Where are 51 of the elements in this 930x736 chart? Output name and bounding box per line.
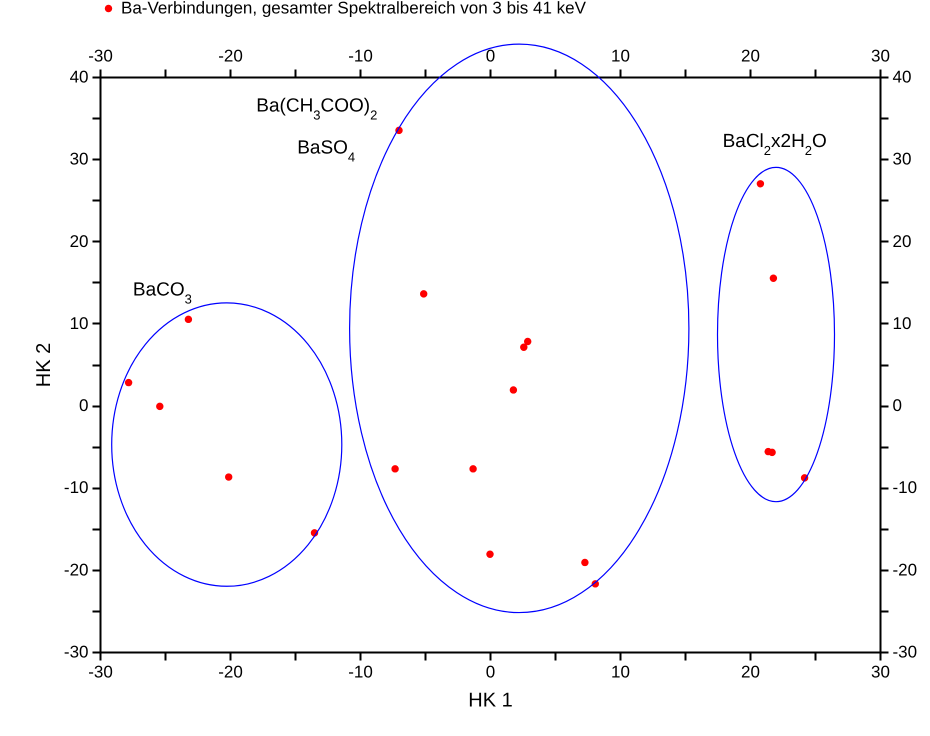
y-tick-label: -30 [64,642,88,662]
y-tick-label: -10 [64,478,88,498]
y2-tick-label: 10 [892,314,912,333]
x2-tick-label: -10 [348,46,373,66]
x2-tick-label: 0 [486,46,496,66]
y2-tick-label: 40 [892,68,912,86]
x2-tick-label: -20 [218,46,243,66]
point [469,465,477,473]
point [520,344,528,351]
point [510,386,518,394]
y-axis-title: HK 2 [32,342,55,388]
point [124,378,132,386]
x2-tick-label: -30 [88,46,113,66]
x-axis-title: HK 1 [468,690,513,712]
point [184,316,192,324]
annotation: BaSO$_{4}$ [297,137,356,164]
y-tick-label: 40 [70,68,88,86]
point [156,402,164,410]
legend-label: Ba-Verbindungen, gesamter Spektralbereich von 3 bis 41 keV [121,0,587,18]
y2-tick-label: -20 [892,560,918,580]
x-tick-label: -30 [88,662,113,682]
point [581,558,589,566]
y-tick-label: 10 [70,314,88,333]
y-tick-label: -20 [64,560,88,580]
x2-tick-label: 10 [611,46,630,66]
y-tick-label: 0 [79,396,88,416]
annotation: Ba(CH$_{3}$COO)$_{2}$ [256,96,378,122]
point [756,180,764,188]
y2-tick-label: -30 [892,642,918,662]
annotation: BaCO$_{3}$ [132,280,192,306]
x-tick-label: 30 [871,662,890,682]
point [224,473,232,481]
y2-tick-label: 30 [892,150,912,169]
x-tick-label: 10 [611,662,630,682]
y2-tick-label: 20 [892,232,912,251]
point [486,550,494,558]
x-tick-label: -10 [348,662,373,682]
y-tick-label: 20 [70,232,88,251]
x2-tick-label: 30 [871,46,890,66]
x2-tick-label: 20 [741,46,760,66]
point [391,465,399,473]
annotation: BaCl$_{2}$x2H$_{2}$O [722,131,827,158]
x-tick-label: 0 [486,662,496,682]
point [524,338,532,346]
y-tick-label: 30 [70,150,88,169]
point [770,274,778,282]
x-tick-label: -20 [218,662,243,682]
y2-tick-label: -10 [892,478,918,498]
x-tick-label: 20 [741,662,760,682]
point [420,290,428,298]
y2-tick-label: 0 [892,396,902,416]
